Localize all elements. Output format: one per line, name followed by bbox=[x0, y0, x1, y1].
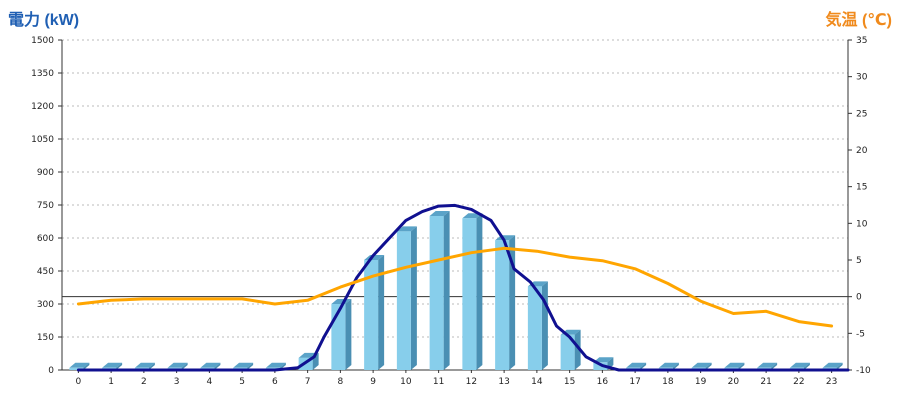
bar bbox=[69, 367, 84, 370]
right-tick-label: 30 bbox=[856, 73, 868, 83]
right-tick-label: -10 bbox=[856, 366, 871, 376]
bar-top bbox=[265, 362, 286, 368]
x-tick-label: 18 bbox=[662, 377, 674, 387]
bar-side bbox=[443, 211, 450, 370]
left-axis-title: 電力 (kW) bbox=[8, 12, 80, 29]
bar-top bbox=[789, 362, 810, 368]
right-tick-label: 10 bbox=[856, 219, 868, 229]
bar-side bbox=[574, 329, 581, 370]
x-tick-label: 8 bbox=[338, 377, 344, 387]
right-tick-label: -5 bbox=[856, 329, 865, 339]
bar bbox=[396, 231, 411, 370]
bar-side bbox=[541, 281, 548, 370]
left-tick-label: 1050 bbox=[31, 135, 54, 145]
left-tick-label: 1200 bbox=[31, 102, 54, 112]
bar bbox=[429, 216, 444, 370]
x-tick-label: 17 bbox=[629, 377, 640, 387]
x-tick-label: 7 bbox=[305, 377, 311, 387]
left-tick-label: 750 bbox=[37, 201, 54, 211]
bar-top bbox=[233, 362, 254, 368]
x-tick-label: 23 bbox=[826, 377, 837, 387]
bar-side bbox=[181, 362, 188, 370]
left-tick-label: 900 bbox=[37, 168, 54, 178]
bar-side bbox=[247, 362, 254, 370]
bar-side bbox=[410, 226, 417, 370]
x-tick-label: 9 bbox=[370, 377, 376, 387]
bar-side bbox=[771, 362, 778, 370]
left-tick-label: 150 bbox=[37, 333, 54, 343]
left-tick-label: 450 bbox=[37, 267, 54, 277]
x-tick-label: 13 bbox=[498, 377, 509, 387]
bar-side bbox=[83, 362, 90, 370]
x-tick-label: 15 bbox=[564, 377, 575, 387]
bar-top bbox=[396, 226, 417, 232]
bar-side bbox=[836, 362, 843, 370]
bar-top bbox=[626, 362, 647, 368]
bar-side bbox=[214, 362, 221, 370]
x-tick-label: 12 bbox=[466, 377, 477, 387]
power-line bbox=[76, 203, 850, 372]
bar-top bbox=[691, 362, 712, 368]
right-tick-label: 15 bbox=[856, 183, 867, 193]
left-tick-label: 1350 bbox=[31, 69, 54, 79]
bar bbox=[527, 286, 542, 370]
x-tick-label: 0 bbox=[76, 377, 82, 387]
right-tick-label: 0 bbox=[856, 293, 862, 303]
bar-top bbox=[724, 362, 745, 368]
x-tick-label: 10 bbox=[400, 377, 412, 387]
bar-side bbox=[345, 299, 352, 370]
bar-top bbox=[69, 362, 90, 368]
bar-side bbox=[116, 362, 123, 370]
x-tick-label: 11 bbox=[433, 377, 444, 387]
x-tick-label: 2 bbox=[141, 377, 147, 387]
bar-top bbox=[102, 362, 123, 368]
x-tick-label: 22 bbox=[793, 377, 804, 387]
bar-side bbox=[803, 362, 810, 370]
x-tick-label: 16 bbox=[597, 377, 609, 387]
right-tick-label: 25 bbox=[856, 109, 867, 119]
bar bbox=[495, 240, 510, 370]
bar bbox=[462, 218, 477, 370]
right-axis-title: 気温 (℃) bbox=[825, 12, 892, 29]
bar-top bbox=[134, 362, 155, 368]
bar-top bbox=[658, 362, 679, 368]
x-tick-label: 14 bbox=[531, 377, 543, 387]
left-tick-label: 300 bbox=[37, 300, 54, 310]
left-tick-label: 0 bbox=[48, 366, 54, 376]
right-tick-label: 20 bbox=[856, 146, 868, 156]
x-tick-label: 6 bbox=[272, 377, 278, 387]
bar-top bbox=[200, 362, 221, 368]
x-tick-label: 21 bbox=[760, 377, 771, 387]
right-tick-label: 35 bbox=[856, 36, 867, 46]
x-tick-label: 5 bbox=[239, 377, 245, 387]
x-tick-label: 19 bbox=[695, 377, 707, 387]
bar-top bbox=[429, 211, 450, 216]
bar-side bbox=[148, 362, 155, 370]
bar-side bbox=[705, 362, 712, 370]
bar bbox=[560, 334, 575, 370]
bar-top bbox=[757, 362, 778, 368]
x-tick-label: 20 bbox=[728, 377, 740, 387]
right-tick-label: 5 bbox=[856, 256, 862, 266]
bar-side bbox=[640, 362, 647, 370]
x-tick-label: 1 bbox=[108, 377, 114, 387]
bar-side bbox=[476, 213, 483, 370]
bar-side bbox=[672, 362, 679, 370]
left-tick-label: 1500 bbox=[31, 36, 54, 46]
bar-side bbox=[738, 362, 745, 370]
temperature-line bbox=[76, 246, 834, 328]
bar-top bbox=[593, 357, 614, 363]
bar bbox=[364, 260, 379, 370]
bar-side bbox=[378, 255, 385, 370]
x-tick-label: 4 bbox=[207, 377, 213, 387]
x-tick-label: 3 bbox=[174, 377, 180, 387]
bar-top bbox=[822, 362, 843, 368]
bar-top bbox=[167, 362, 188, 368]
left-tick-label: 600 bbox=[37, 234, 54, 244]
